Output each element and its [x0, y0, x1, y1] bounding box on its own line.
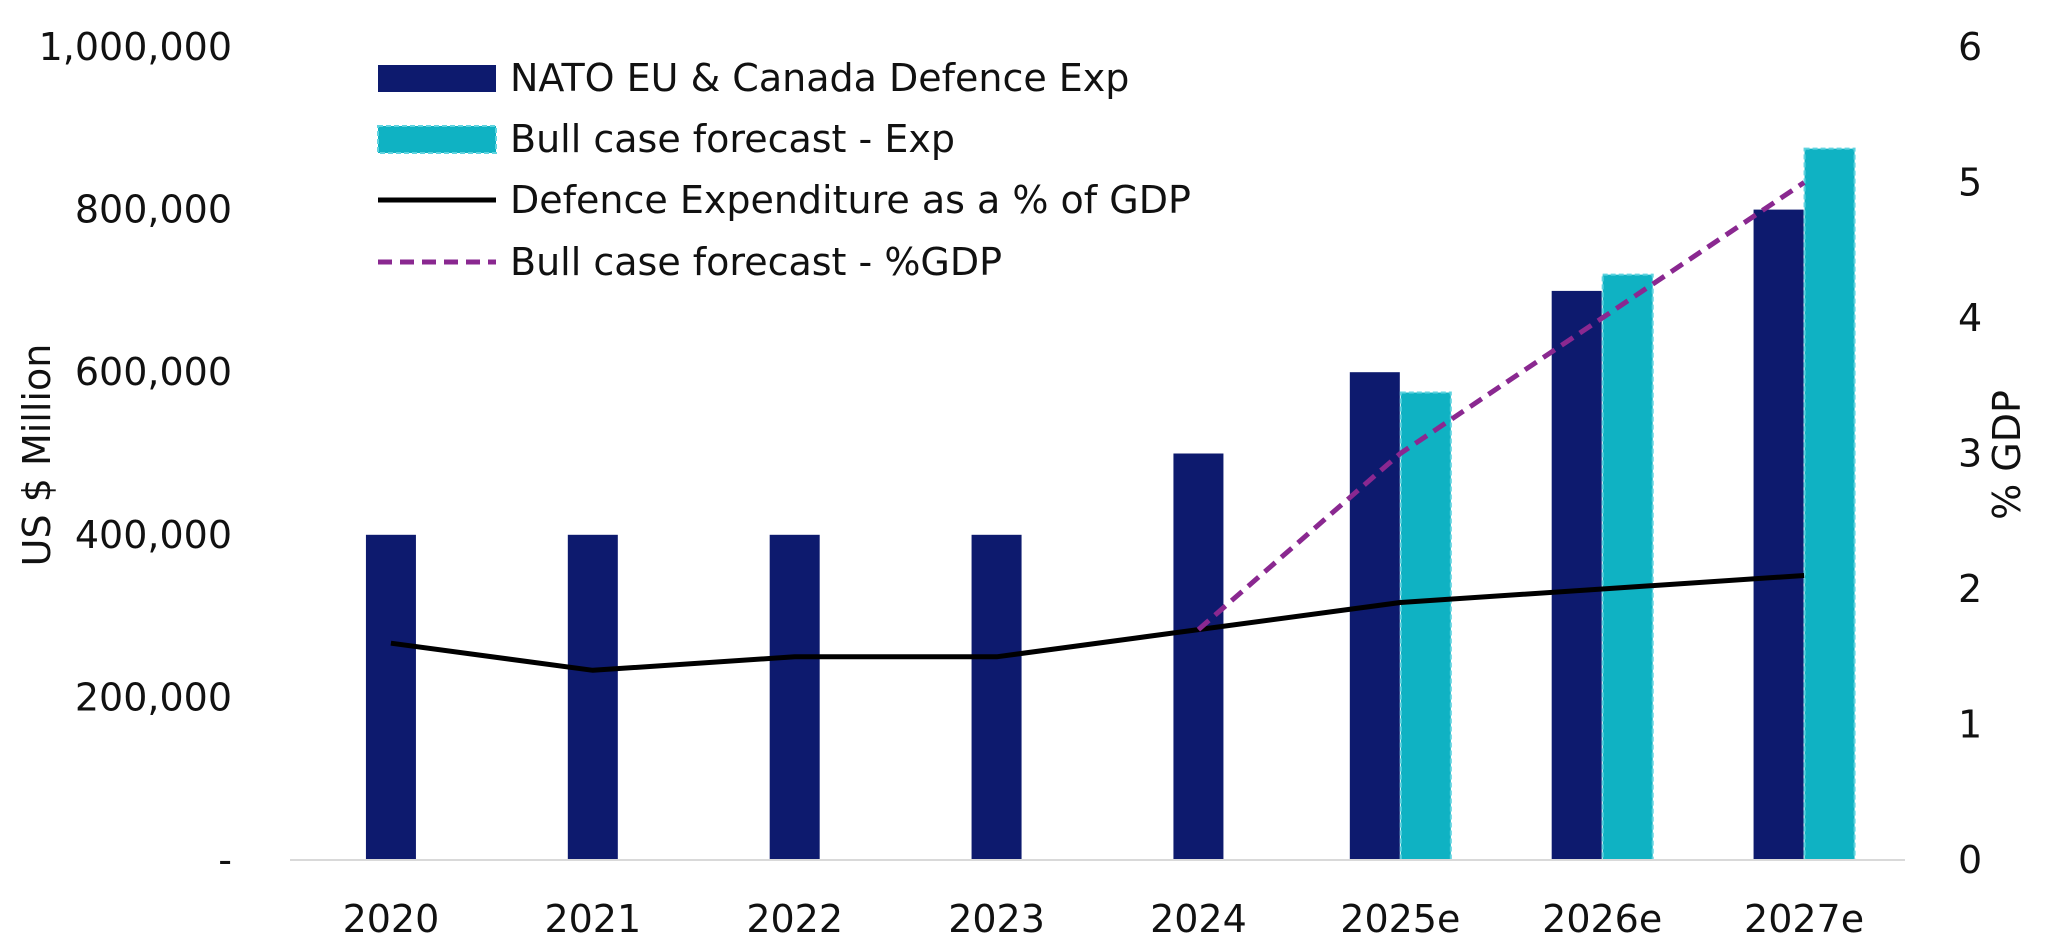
bar-defence-exp-2022: [769, 534, 820, 860]
legend-label: NATO EU & Canada Defence Exp: [510, 56, 1129, 100]
y-right-tick-label: 0: [1958, 838, 1982, 882]
legend-swatch-defence-exp: [378, 65, 496, 92]
y-right-tick-label: 6: [1958, 25, 1982, 69]
bar-bull-case-exp-2027e: [1803, 147, 1856, 861]
legend-swatch-bull-case-exp: [377, 125, 497, 154]
legend-label: Bull case forecast - %GDP: [510, 240, 1002, 284]
bar-bull-case-exp-2026e: [1601, 273, 1654, 861]
x-tick-label: 2024: [1150, 897, 1247, 941]
bar-defence-exp-2026e: [1551, 290, 1602, 860]
y-left-tick-label: 1,000,000: [39, 25, 232, 69]
line-bull-case-gdp-percent: [1196, 180, 1806, 632]
bar-defence-exp-2020: [365, 534, 416, 860]
x-tick-label: 2020: [343, 897, 440, 941]
y-right-axis-title: % GDP: [1985, 390, 2029, 520]
x-tick-label: 2022: [746, 897, 843, 941]
y-left-tick-label: 600,000: [75, 350, 232, 394]
x-tick-label: 2023: [948, 897, 1045, 941]
y-right-tick-label: 5: [1958, 161, 1982, 205]
bar-bull-case-exp-2025e: [1399, 391, 1452, 861]
bar-defence-exp-2024: [1173, 453, 1224, 860]
y-left-tick-label: -: [218, 838, 232, 882]
y-right-tick-label: 2: [1958, 567, 1982, 611]
bar-defence-exp-2023: [971, 534, 1022, 860]
bar-defence-exp-2027e: [1753, 209, 1804, 861]
x-tick-label: 2025e: [1340, 897, 1460, 941]
y-left-tick-label: 200,000: [75, 675, 232, 719]
y-right-tick-label: 3: [1958, 432, 1982, 476]
line-gdp-percent: [390, 573, 1805, 673]
x-tick-label: 2021: [544, 897, 641, 941]
y-left-tick-label: 800,000: [75, 188, 232, 232]
x-tick-label: 2026e: [1542, 897, 1662, 941]
bar-defence-exp-2021: [567, 534, 618, 860]
x-tick-label: 2027e: [1744, 897, 1864, 941]
legend-label: Bull case forecast - Exp: [510, 117, 955, 161]
y-right-tick-label: 1: [1958, 703, 1982, 747]
legend-label: Defence Expenditure as a % of GDP: [510, 178, 1191, 222]
bar-defence-exp-2025e: [1349, 372, 1400, 860]
y-left-axis-title: US $ Million: [15, 344, 59, 567]
y-left-tick-label: 400,000: [75, 513, 232, 557]
y-right-tick-label: 4: [1958, 296, 1982, 340]
